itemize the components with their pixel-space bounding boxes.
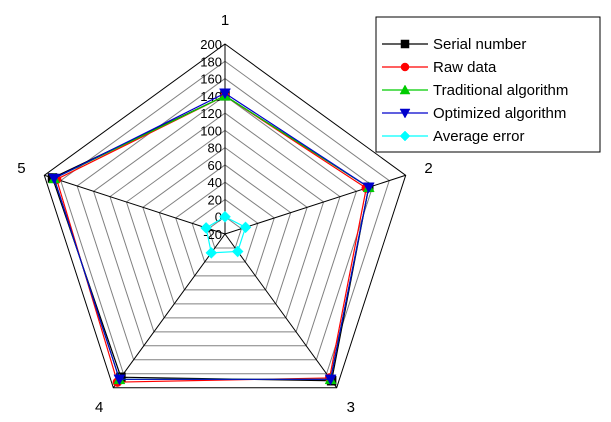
data-series xyxy=(47,88,375,387)
tick-label: 0 xyxy=(215,210,222,225)
grid-ring xyxy=(109,112,341,333)
radar-axis-line xyxy=(112,233,226,389)
data-point xyxy=(239,221,252,234)
legend: Serial number Raw data Traditional algorit… xyxy=(375,16,601,153)
data-point xyxy=(231,245,244,258)
tick-label: 40 xyxy=(208,175,222,190)
grid-ring xyxy=(92,95,358,347)
data-point xyxy=(324,374,337,386)
series-line xyxy=(55,95,367,383)
data-point xyxy=(362,182,375,194)
legend-item: Optimized algorithm xyxy=(382,105,566,122)
data-point xyxy=(399,84,411,95)
legend-item: Serial number xyxy=(382,36,526,53)
data-point xyxy=(399,130,411,142)
data-point xyxy=(400,62,410,72)
category-label: 5 xyxy=(17,160,25,177)
grid-ring xyxy=(43,43,407,389)
grid-ring xyxy=(175,181,275,277)
series-group xyxy=(200,210,252,259)
tick-label: 100 xyxy=(200,123,222,138)
grid-ring xyxy=(191,198,259,263)
data-point xyxy=(48,173,61,185)
data-point xyxy=(200,222,212,234)
legend-item: Raw data xyxy=(382,59,497,76)
data-point xyxy=(400,39,410,49)
legend-box xyxy=(375,16,601,153)
legend-label: Traditional algorithm xyxy=(433,82,568,99)
tick-label: 180 xyxy=(200,54,222,69)
category-labels: 1 2 3 4 5 xyxy=(17,12,432,416)
series-line xyxy=(53,92,370,380)
legend-item: Traditional algorithm xyxy=(382,82,568,99)
legend-label: Raw data xyxy=(433,59,497,76)
radar-axes xyxy=(44,44,406,389)
tick-label: 20 xyxy=(208,192,222,207)
grid-ring xyxy=(142,147,308,305)
tick-label: 80 xyxy=(208,141,222,156)
series-group xyxy=(48,88,375,386)
data-point xyxy=(205,247,218,259)
tick-label: 200 xyxy=(200,37,222,52)
grid-ring xyxy=(207,216,243,249)
category-label: 3 xyxy=(347,399,355,416)
legend-item: Average error xyxy=(382,128,524,145)
tick-label: 160 xyxy=(200,72,222,87)
grid-ring xyxy=(76,77,374,361)
category-label: 1 xyxy=(221,12,229,29)
tick-label: 60 xyxy=(208,158,222,173)
tick-label: 120 xyxy=(200,106,222,121)
data-point xyxy=(113,374,126,386)
legend-label: Average error xyxy=(433,128,524,145)
legend-label: Serial number xyxy=(433,36,526,53)
legend-label: Optimized algorithm xyxy=(433,105,566,122)
data-point xyxy=(399,108,411,119)
data-point xyxy=(219,88,231,100)
grid-ring xyxy=(125,129,325,319)
category-label: 4 xyxy=(95,399,103,416)
data-point xyxy=(219,210,231,223)
radar-axis-line xyxy=(44,174,226,235)
radar-axis-line xyxy=(224,174,406,235)
radar-axis-line xyxy=(224,233,338,389)
grid-ring xyxy=(158,164,292,291)
category-label: 2 xyxy=(424,160,432,177)
